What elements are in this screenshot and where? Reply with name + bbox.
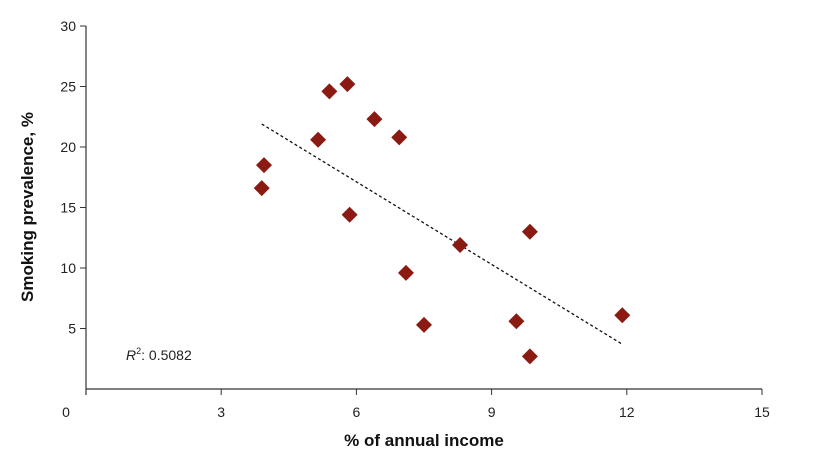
x-tick-label: 6 (353, 404, 361, 420)
x-tick-label: 0 (62, 404, 70, 420)
x-tick-label: 15 (754, 404, 770, 420)
y-tick-label: 15 (60, 200, 76, 216)
y-tick-label: 25 (60, 79, 76, 95)
data-point (521, 348, 538, 365)
x-axis-title: % of annual income (344, 431, 504, 450)
data-point (253, 180, 270, 197)
data-point (341, 206, 358, 223)
trendline (261, 123, 623, 345)
data-point (366, 111, 383, 128)
r-squared-value: : 0.5082 (141, 347, 192, 363)
x-tick-label: 12 (619, 404, 635, 420)
data-point (521, 223, 538, 240)
data-points (253, 76, 631, 365)
data-point (391, 129, 408, 146)
data-point (321, 83, 338, 100)
x-tick-label: 3 (217, 404, 225, 420)
data-point (256, 157, 273, 174)
data-point (397, 264, 414, 281)
data-point (614, 307, 631, 324)
r-squared-annotation: R2: 0.5082 (126, 346, 192, 363)
data-point (416, 316, 432, 333)
r-squared-superscript: 2 (136, 346, 141, 356)
x-tick-label: 9 (488, 404, 496, 420)
data-point (310, 131, 327, 148)
data-point (452, 237, 469, 254)
data-point (339, 76, 356, 93)
y-axis-title: Smoking prevalence, % (18, 112, 37, 302)
r-squared-label: R (126, 347, 136, 363)
trendline-group (261, 123, 623, 345)
y-tick-label: 30 (60, 18, 76, 34)
y-axis: 5 10 15 20 25 30 (60, 18, 87, 395)
y-tick-label: 5 (68, 321, 76, 337)
y-tick-label: 10 (60, 260, 76, 276)
data-point (508, 313, 525, 330)
x-axis: 0 3 6 9 12 15 (62, 388, 770, 420)
y-tick-label: 20 (60, 139, 76, 155)
